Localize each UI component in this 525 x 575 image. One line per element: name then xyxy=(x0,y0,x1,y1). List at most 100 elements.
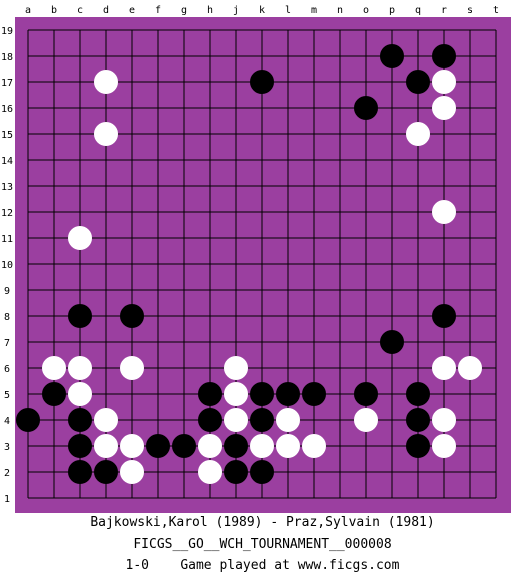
black-stone xyxy=(16,408,40,432)
column-label: b xyxy=(51,5,57,16)
white-stone xyxy=(68,356,92,380)
stones xyxy=(16,44,482,484)
row-label: 3 xyxy=(4,442,10,453)
white-stone xyxy=(224,382,248,406)
white-stone xyxy=(432,200,456,224)
row-label: 8 xyxy=(4,312,10,323)
black-stone xyxy=(146,434,170,458)
white-stone xyxy=(406,122,430,146)
white-stone xyxy=(250,434,274,458)
white-stone xyxy=(94,408,118,432)
column-label: m xyxy=(311,5,317,16)
row-label: 4 xyxy=(4,416,10,427)
column-label: d xyxy=(103,5,109,16)
black-stone xyxy=(250,460,274,484)
row-label: 6 xyxy=(4,364,10,375)
white-stone xyxy=(302,434,326,458)
white-stone xyxy=(224,356,248,380)
white-stone xyxy=(354,408,378,432)
row-label: 13 xyxy=(1,182,13,193)
row-label: 15 xyxy=(1,130,13,141)
black-stone xyxy=(198,408,222,432)
white-stone xyxy=(198,434,222,458)
column-label: c xyxy=(77,5,83,16)
column-label: g xyxy=(181,5,187,16)
white-stone xyxy=(432,70,456,94)
row-label: 18 xyxy=(1,52,13,63)
black-stone xyxy=(172,434,196,458)
white-stone xyxy=(94,122,118,146)
black-stone xyxy=(224,460,248,484)
white-stone xyxy=(432,356,456,380)
white-stone xyxy=(198,460,222,484)
black-stone xyxy=(68,460,92,484)
row-label: 10 xyxy=(1,260,13,271)
black-stone xyxy=(302,382,326,406)
row-label: 11 xyxy=(1,234,13,245)
white-stone xyxy=(432,408,456,432)
black-stone xyxy=(432,44,456,68)
black-stone xyxy=(276,382,300,406)
black-stone xyxy=(68,434,92,458)
column-label: p xyxy=(389,5,395,16)
white-stone xyxy=(224,408,248,432)
white-stone xyxy=(42,356,66,380)
black-stone xyxy=(250,408,274,432)
black-stone xyxy=(224,434,248,458)
row-label: 12 xyxy=(1,208,13,219)
black-stone xyxy=(94,460,118,484)
row-label: 1 xyxy=(4,494,10,505)
black-stone xyxy=(380,330,404,354)
white-stone xyxy=(432,434,456,458)
row-label: 9 xyxy=(4,286,10,297)
column-label: r xyxy=(441,5,447,16)
row-label: 14 xyxy=(1,156,13,167)
white-stone xyxy=(276,408,300,432)
black-stone xyxy=(120,304,144,328)
grid-lines xyxy=(27,29,497,499)
tournament-name: FICGS__GO__WCH_TOURNAMENT__000008 xyxy=(133,537,392,552)
white-stone xyxy=(458,356,482,380)
row-label: 7 xyxy=(4,338,10,349)
black-stone xyxy=(432,304,456,328)
white-stone xyxy=(68,382,92,406)
black-stone xyxy=(406,408,430,432)
white-stone xyxy=(432,96,456,120)
row-label: 19 xyxy=(1,26,13,37)
column-label: l xyxy=(285,5,291,16)
black-stone xyxy=(380,44,404,68)
black-stone xyxy=(354,382,378,406)
column-label: n xyxy=(337,5,343,16)
white-stone xyxy=(120,460,144,484)
column-label: o xyxy=(363,5,369,16)
row-label: 5 xyxy=(4,390,10,401)
white-stone xyxy=(120,434,144,458)
row-label: 17 xyxy=(1,78,13,89)
game-players: Bajkowski,Karol (1989) - Praz,Sylvain (1… xyxy=(90,515,435,530)
white-stone xyxy=(276,434,300,458)
white-stone xyxy=(68,226,92,250)
column-label: e xyxy=(129,5,135,16)
column-label: a xyxy=(25,5,31,16)
white-stone xyxy=(120,356,144,380)
black-stone xyxy=(198,382,222,406)
column-label: f xyxy=(155,5,161,16)
row-label: 16 xyxy=(1,104,13,115)
row-label: 2 xyxy=(4,468,10,479)
white-stone xyxy=(94,434,118,458)
black-stone xyxy=(68,304,92,328)
black-stone xyxy=(42,382,66,406)
black-stone xyxy=(406,70,430,94)
black-stone xyxy=(250,70,274,94)
game-result: 1-0 Game played at www.ficgs.com xyxy=(125,558,400,573)
column-label: s xyxy=(467,5,473,16)
black-stone xyxy=(406,434,430,458)
black-stone xyxy=(250,382,274,406)
black-stone xyxy=(354,96,378,120)
column-label: h xyxy=(207,5,213,16)
row-labels: 19 18 17 16 15 14 13 12 11 10 9 8 7 6 5 4 3 2 1 xyxy=(1,26,13,505)
column-label: k xyxy=(259,5,265,16)
column-label: t xyxy=(493,5,499,16)
